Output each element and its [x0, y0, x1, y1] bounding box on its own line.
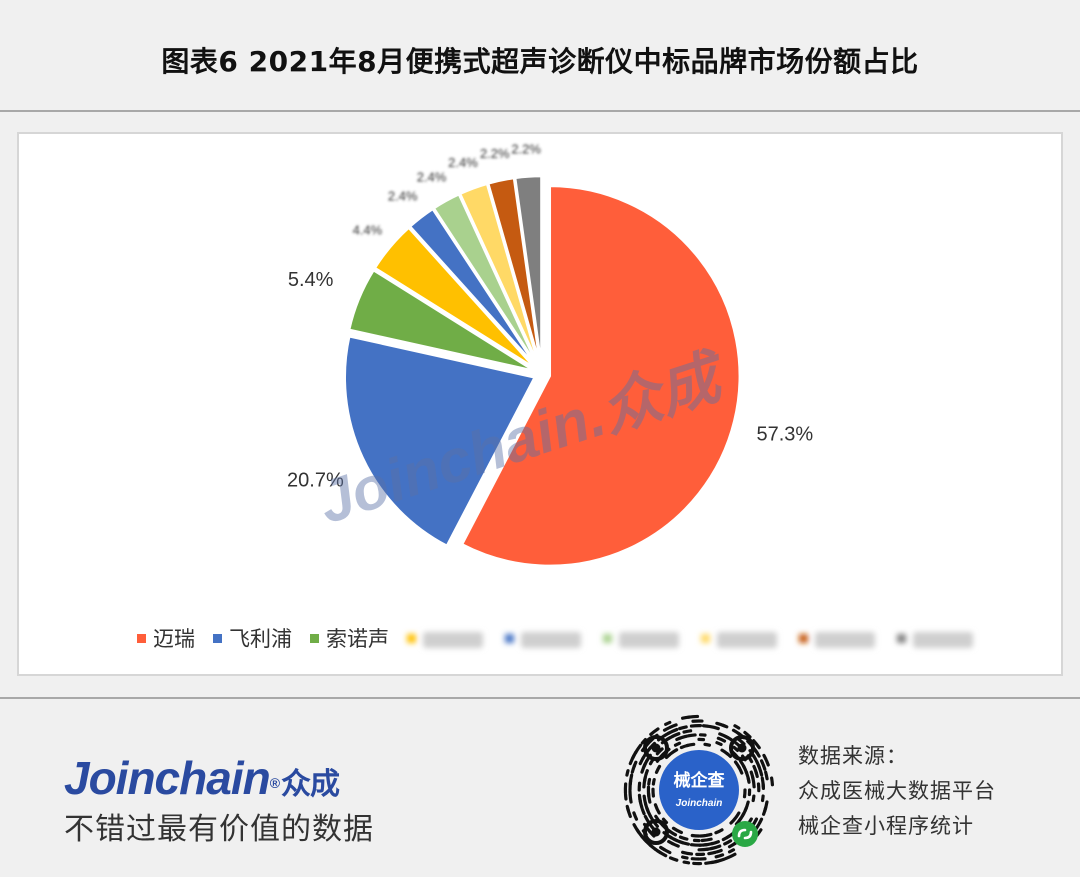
footer-divider: [0, 697, 1080, 699]
slice-label: 2.2%: [511, 142, 541, 157]
pie-slice: [513, 174, 543, 367]
slice-label: 4.4%: [353, 222, 383, 237]
brand-cn: 众成: [281, 768, 340, 801]
slice-label: 57.3%: [756, 423, 813, 445]
legend-swatch: [505, 634, 514, 643]
slice-label: 2.2%: [480, 146, 510, 161]
legend-item: [799, 632, 875, 648]
legend-label: 迈瑞: [153, 627, 195, 651]
slice-label: 5.4%: [288, 269, 334, 291]
legend-item: 飞利浦: [213, 627, 292, 651]
pie-slice: [343, 334, 537, 548]
qr-pattern: [623, 714, 775, 866]
source-line-1: 数据来源：: [798, 744, 908, 768]
footer: Joinchain®众成 不错过最有价值的数据 械企查 Joinchain 数据…: [0, 699, 1080, 877]
legend-item: [897, 632, 973, 648]
brand-slogan: 不错过最有价值的数据: [64, 812, 374, 847]
legend-swatch: [603, 634, 612, 643]
slice-label: 2.4%: [388, 189, 418, 204]
legend-label: 飞利浦: [229, 627, 292, 651]
data-source: 数据来源： 众成医械大数据平台 械企查小程序统计: [798, 739, 996, 844]
legend-item: [701, 632, 777, 648]
brand-logo: Joinchain®众成: [64, 751, 340, 805]
legend-swatch: [407, 634, 416, 643]
slice-label: 2.4%: [417, 170, 447, 185]
legend-swatch: [310, 634, 319, 643]
pie-chart: 57.3%20.7%5.4%4.4%2.4%2.4%2.4%2.2% 2.2% J…: [137, 142, 973, 651]
legend-item: [603, 632, 679, 648]
legend-swatch: [799, 634, 808, 643]
pie-slice: [460, 184, 742, 568]
qr-center-label: 械企查: [674, 770, 726, 791]
pie-slice: [373, 225, 537, 370]
header-bar: 图表6 2021年8月便携式超声诊断仪中标品牌市场份额占比: [0, 0, 1080, 112]
legend-swatch: [897, 634, 906, 643]
legend-swatch: [701, 634, 710, 643]
qr-code[interactable]: 械企查 Joinchain: [622, 714, 777, 866]
slice-label: 20.7%: [287, 470, 344, 492]
brand-name: Joinchain: [64, 752, 271, 804]
chart-title: 图表6 2021年8月便携式超声诊断仪中标品牌市场份额占比: [161, 45, 919, 78]
source-line-2: 众成医械大数据平台: [798, 779, 996, 803]
chart-panel: 57.3% 20.7% 5.4% 4.4% 2.4% 2.4% 2.4% 2.2% 2.2% J…: [17, 132, 1063, 676]
legend-label: 索诺声: [326, 627, 389, 651]
qr-center-badge: [659, 750, 739, 830]
source-line-3: 械企查小程序统计: [798, 814, 974, 838]
legend-swatch: [213, 634, 222, 643]
pie-slice: [347, 268, 536, 373]
legend-item: [407, 632, 483, 648]
miniprogram-icon: [732, 821, 758, 847]
legend-item: 迈瑞: [137, 627, 195, 651]
slice-label: 2.4%: [448, 155, 478, 170]
legend-item: [505, 632, 581, 648]
legend-item: 索诺声: [310, 627, 389, 651]
brand-reg-mark: ®: [269, 775, 280, 791]
qr-center-sublabel: Joinchain: [676, 798, 723, 809]
legend-swatch: [137, 634, 146, 643]
